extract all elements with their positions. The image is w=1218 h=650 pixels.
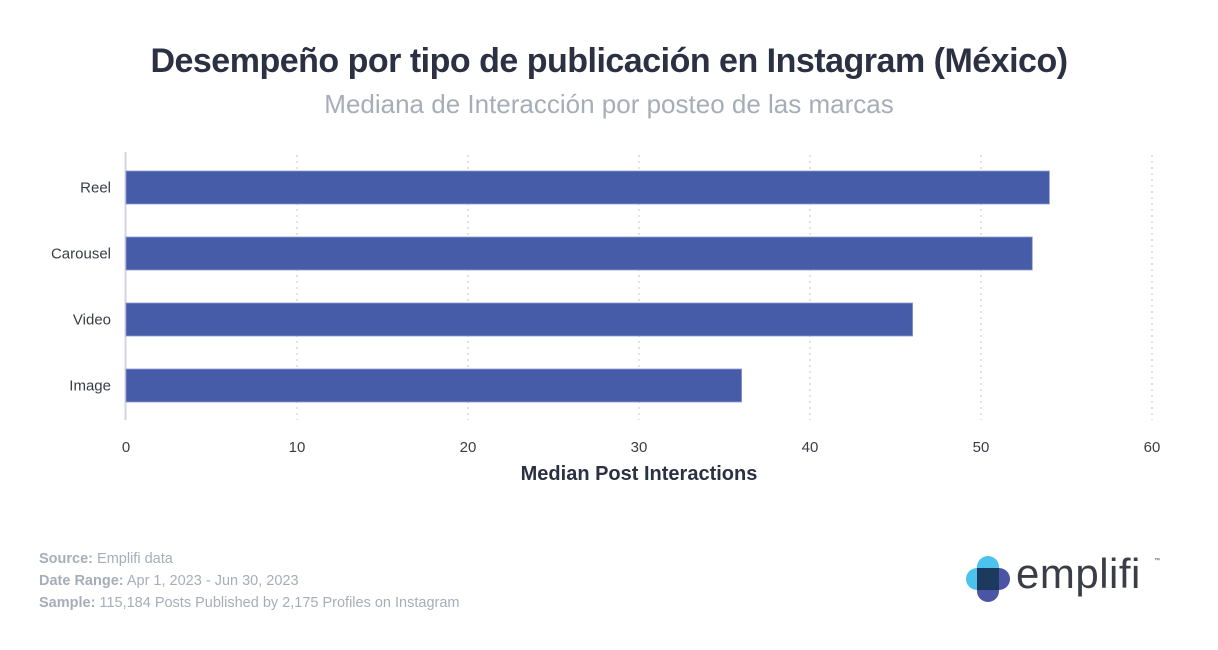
x-tick-label: 60 [1144,439,1161,456]
x-axis-label: Median Post Interactions [521,463,758,485]
source-value: Emplifi data [97,551,173,567]
x-tick-label: 0 [122,439,130,456]
category-labels: Reel Carousel Video Image [51,180,111,395]
chart-title: Desempeño por tipo de publicación en Ins… [150,42,1068,80]
bar-carousel [125,236,1033,271]
bars [125,170,1050,403]
category-label-image: Image [69,378,111,395]
date-range-value: Apr 1, 2023 - Jun 30, 2023 [126,573,299,589]
source-label: Source: [39,551,93,567]
bar-video [125,302,913,337]
bar-reel [125,170,1050,205]
logo-wordmark: emplifi [1016,550,1141,597]
gridlines [296,155,1153,420]
category-label-video: Video [73,312,111,329]
source-line: Source: Emplifi data [39,548,460,570]
footer-notes: Source: Emplifi data Date Range: Apr 1, … [39,548,460,614]
x-tick-label: 10 [289,439,306,456]
sample-label: Sample: [39,595,96,611]
sample-value: 115,184 Posts Published by 2,175 Profile… [99,595,460,611]
category-label-carousel: Carousel [51,246,111,263]
x-tick-label: 40 [802,439,819,456]
date-range-line: Date Range: Apr 1, 2023 - Jun 30, 2023 [39,570,460,592]
x-tick-label: 30 [631,439,648,456]
date-range-label: Date Range: [39,573,124,589]
chart-subtitle: Mediana de Interacción por posteo de las… [324,89,894,119]
x-tick-label: 20 [460,439,477,456]
x-tick-label: 50 [973,439,990,456]
sample-line: Sample: 115,184 Posts Published by 2,175… [39,592,460,614]
bar-image [125,368,742,403]
emplifi-logo: emplifi ™ [966,550,1166,604]
trademark-symbol: ™ [1154,558,1160,564]
emplifi-logo-mark-icon [966,556,1010,602]
bar-chart: Reel Carousel Video Image 0 10 20 30 40 50 60 Med… [51,152,1161,485]
category-label-reel: Reel [80,180,111,197]
x-tick-labels: 0 10 20 30 40 50 60 [122,439,1161,456]
